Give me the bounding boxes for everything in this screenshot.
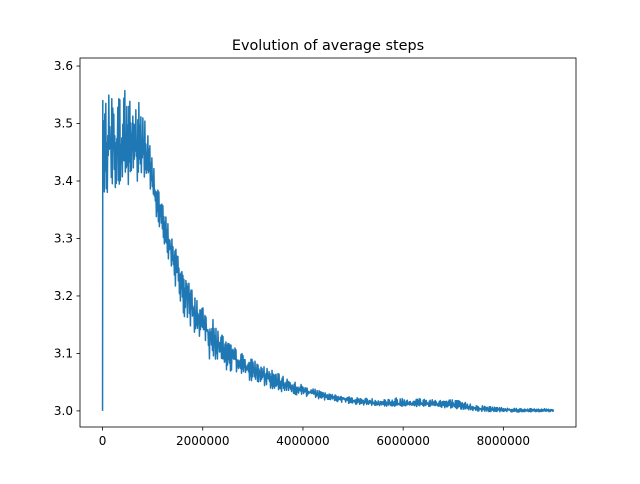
x-tick-label: 0 <box>99 434 107 448</box>
series-line-0 <box>101 89 555 413</box>
x-tick-label: 4000000 <box>276 434 329 448</box>
x-tick-label: 8000000 <box>477 434 530 448</box>
x-tick-label: 6000000 <box>376 434 429 448</box>
y-tick-label: 3.1 <box>54 347 73 361</box>
y-tick-label: 3.3 <box>54 232 73 246</box>
y-tick-label: 3.5 <box>54 117 73 131</box>
series-layer <box>101 89 555 413</box>
plot-frame <box>79 57 577 428</box>
plot-background <box>80 58 576 427</box>
y-tick-label: 3.4 <box>54 174 73 188</box>
chart-title: Evolution of average steps <box>232 38 424 54</box>
y-tick-label: 3.0 <box>54 404 73 418</box>
x-tick-label: 2000000 <box>176 434 229 448</box>
y-tick-label: 3.6 <box>54 59 73 73</box>
plot-area <box>80 58 576 427</box>
y-tick-label: 3.2 <box>54 289 73 303</box>
axes-layer: 0 2000000 4000000 6000000 8000000 3.0 3.1 3.2 3.… <box>54 57 577 448</box>
